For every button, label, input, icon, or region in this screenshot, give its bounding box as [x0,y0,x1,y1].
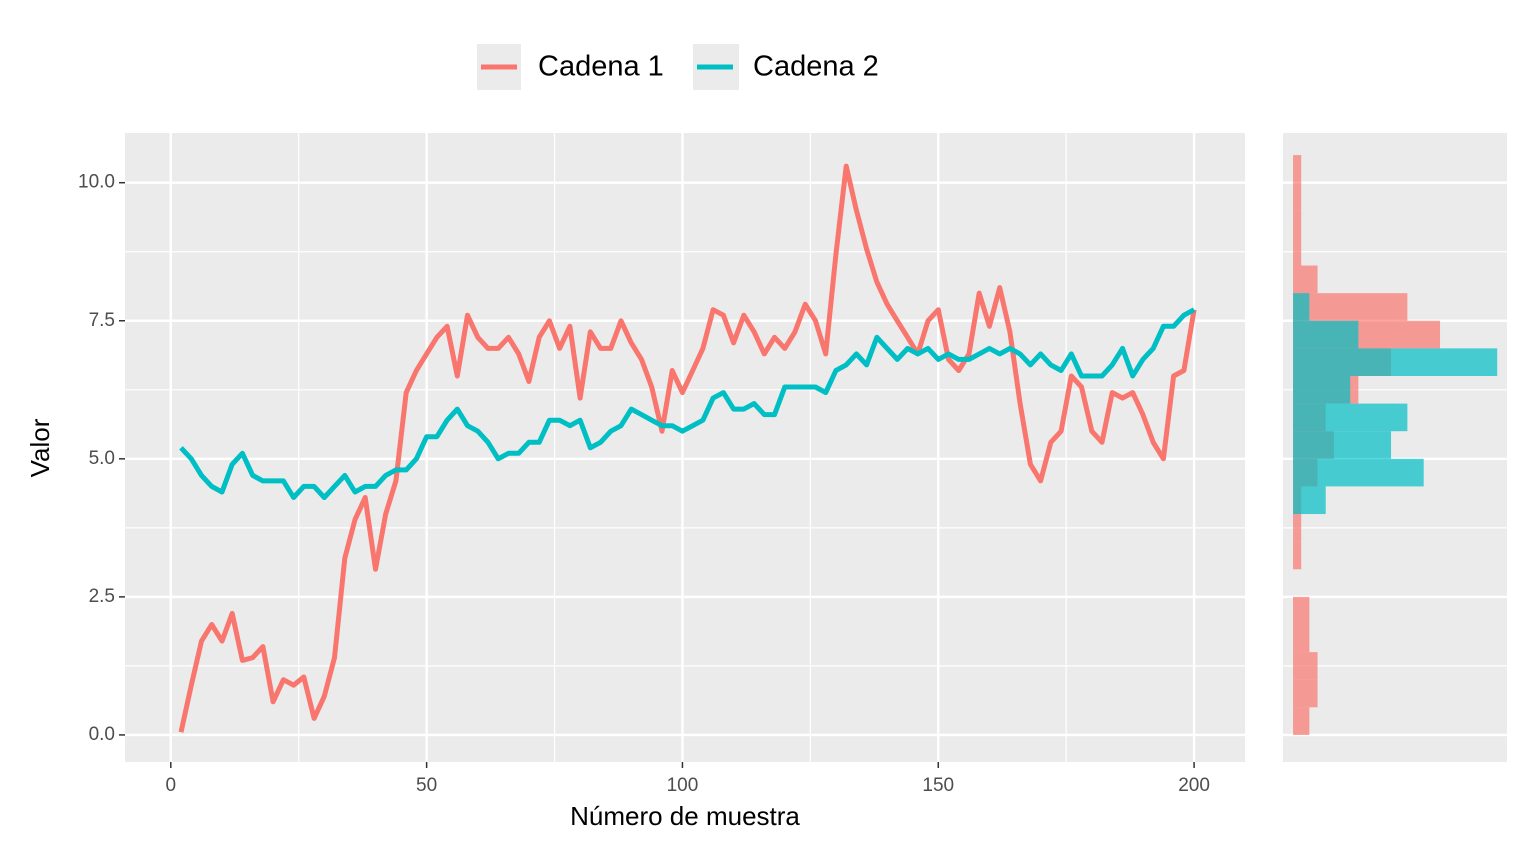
histogram-bar [1293,320,1359,349]
x-tick-label: 50 [416,775,437,796]
histogram-bar [1293,652,1318,680]
x-tick-label: 150 [922,775,954,796]
legend-label: Cadena 2 [753,51,879,83]
y-tick-label: 5.0 [89,448,115,469]
legend-label: Cadena 1 [538,51,664,83]
histogram-bar [1293,707,1310,735]
histogram-bar [1293,375,1351,404]
histogram-bar [1293,514,1302,542]
line-series [178,163,1197,733]
histogram-bar [1293,182,1302,211]
histogram-bar [1293,679,1318,708]
histogram-bar [1293,403,1408,432]
line-series [179,307,1196,500]
histogram-bar [1293,237,1302,266]
y-tick-label: 10.0 [78,172,115,193]
plot-panel [125,133,1245,762]
histogram-bar [1293,155,1302,183]
histogram-bar [1293,624,1310,653]
y-axis-label: Valor [25,418,55,477]
histogram-bar [1293,458,1424,487]
histogram-bar [1293,541,1302,570]
x-axis-label: Número de muestra [570,801,800,831]
histogram-bar [1293,596,1310,625]
y-tick-label: 2.5 [89,586,115,607]
histogram-bar [1293,265,1318,294]
x-tick-label: 200 [1178,775,1210,796]
histogram-bar [1293,486,1326,515]
x-tick-label: 0 [166,775,177,796]
histogram-bar [1293,210,1302,238]
histogram-bar [1293,293,1408,321]
y-tick-label: 0.0 [89,724,115,745]
histogram-bar [1293,293,1310,321]
histogram-bar [1293,431,1392,459]
y-tick-label: 7.5 [89,310,115,331]
x-tick-label: 100 [667,775,699,796]
histogram-bar [1293,348,1498,376]
